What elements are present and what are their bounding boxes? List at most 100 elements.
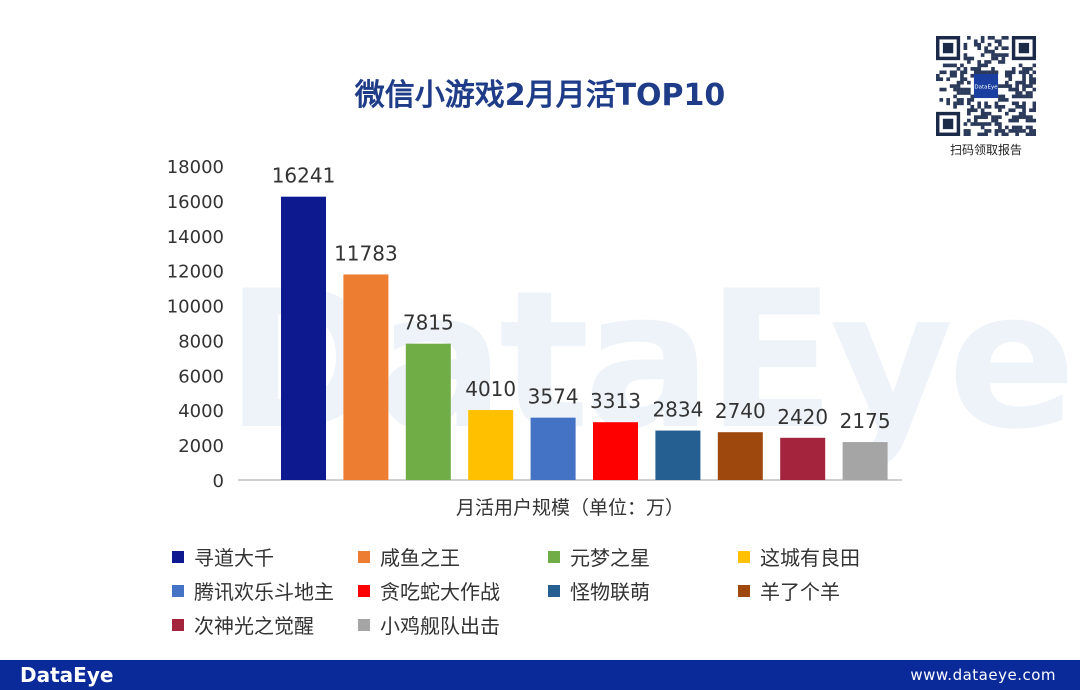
qr-module <box>963 132 968 137</box>
qr-module <box>977 122 982 126</box>
qr-module <box>970 94 975 99</box>
qr-module <box>980 53 985 57</box>
qr-module <box>994 118 999 123</box>
qr-module <box>1001 46 1006 50</box>
qr-module <box>939 77 944 82</box>
qr-module <box>1025 91 1030 95</box>
qr-module <box>1022 104 1026 109</box>
qr-module <box>991 56 995 61</box>
qr-code[interactable]: DataEye <box>936 36 1037 137</box>
qr-module <box>967 91 971 95</box>
qr-module <box>1008 129 1013 133</box>
qr-module <box>963 67 968 71</box>
qr-module <box>967 118 971 123</box>
qr-module <box>1022 94 1026 99</box>
y-tick-label: 2000 <box>178 436 224 457</box>
qr-finder <box>942 42 954 54</box>
qr-module <box>970 73 975 78</box>
qr-module <box>1029 115 1033 119</box>
qr-module <box>1011 108 1016 113</box>
qr-module <box>973 67 978 71</box>
qr-center-text: DataEye <box>974 85 998 91</box>
qr-module <box>1029 84 1033 88</box>
qr-module <box>946 63 950 68</box>
qr-module <box>970 56 975 61</box>
qr-module <box>998 125 1002 130</box>
qr-module <box>1022 111 1026 116</box>
qr-module <box>1032 101 1037 106</box>
qr-module <box>994 129 999 133</box>
bar <box>717 432 763 480</box>
bar-chart: 0 2000 4000 6000 8000 10000 12000 14000 16000 180… <box>167 157 902 519</box>
qr-module <box>1011 129 1016 133</box>
qr-module <box>1029 132 1033 137</box>
qr-module <box>973 70 978 75</box>
qr-module <box>970 108 975 113</box>
qr-module <box>984 129 988 133</box>
qr-module <box>987 42 992 47</box>
qr-module <box>960 80 964 85</box>
data-label: 11783 <box>334 241 398 265</box>
qr-module <box>984 101 988 106</box>
qr-module <box>970 104 975 109</box>
qr-module <box>994 104 999 109</box>
qr-module <box>1029 91 1033 95</box>
y-tick-label: 6000 <box>178 366 224 387</box>
qr-module <box>1004 80 1009 85</box>
qr-module <box>984 122 988 126</box>
y-tick-label: 12000 <box>167 262 224 283</box>
bar <box>655 430 701 480</box>
qr-module <box>998 104 1002 109</box>
qr-module <box>1029 67 1033 71</box>
qr-module <box>998 98 1002 102</box>
qr-module <box>987 60 992 64</box>
qr-module <box>984 70 988 75</box>
qr-module <box>1032 129 1037 133</box>
qr-module <box>984 115 988 119</box>
qr-module <box>1011 70 1016 75</box>
data-label: 3574 <box>528 385 579 409</box>
qr-module <box>953 63 957 68</box>
qr-module <box>967 132 971 137</box>
footer-url-link[interactable]: www.dataeye.com <box>910 666 1056 684</box>
qr-module <box>984 49 988 54</box>
qr-module <box>942 63 947 68</box>
qr-module <box>942 87 947 92</box>
qr-module <box>963 91 968 95</box>
qr-module <box>1008 84 1013 88</box>
chart-title: 微信小游戏2月月活TOP10 <box>354 78 726 113</box>
qr-module <box>967 108 971 113</box>
qr-module <box>956 101 961 106</box>
qr-module <box>973 39 978 44</box>
qr-module <box>1022 84 1026 88</box>
qr-module <box>970 122 975 126</box>
qr-module <box>963 56 968 61</box>
qr-module <box>953 87 957 92</box>
qr-module <box>953 73 957 78</box>
qr-module <box>1008 77 1013 82</box>
qr-module <box>1001 53 1006 57</box>
qr-module <box>1015 84 1019 88</box>
qr-module <box>963 42 968 47</box>
qr-module <box>1004 73 1009 78</box>
qr-module <box>1022 77 1026 82</box>
qr-module <box>1011 118 1016 123</box>
qr-module <box>939 98 944 102</box>
qr-module <box>956 84 961 88</box>
qr-module <box>1029 129 1033 133</box>
qr-module <box>987 111 992 116</box>
qr-module <box>1032 104 1037 109</box>
qr-module <box>1018 125 1023 130</box>
qr-module <box>1025 70 1030 75</box>
bar <box>842 442 888 480</box>
qr-module <box>977 104 982 109</box>
qr-module <box>1022 70 1026 75</box>
qr-module <box>998 53 1002 57</box>
qr-module <box>1011 87 1016 92</box>
qr-module <box>953 70 957 75</box>
bar <box>343 274 389 480</box>
qr-module <box>960 63 964 68</box>
qr-module <box>953 94 957 99</box>
qr-module <box>994 70 999 75</box>
qr-module <box>1015 125 1019 130</box>
